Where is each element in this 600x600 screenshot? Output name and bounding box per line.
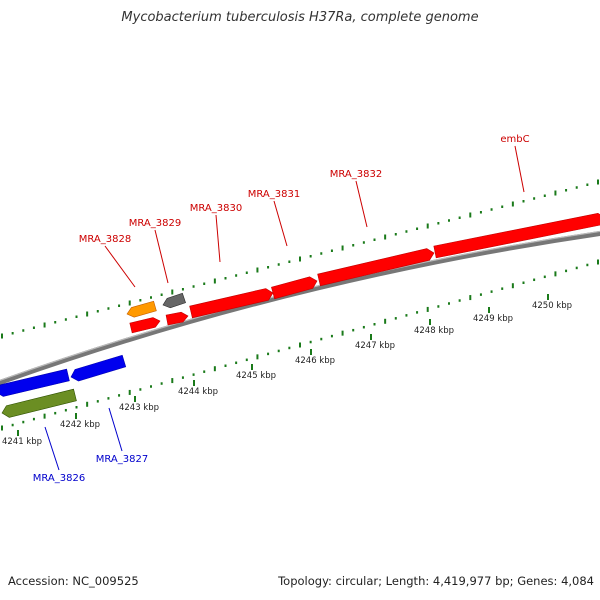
reverse-callout-line	[108, 407, 123, 452]
genome-title: Mycobacterium tuberculosis H37Ra, comple…	[121, 10, 479, 25]
reverse-gene-label: MRA_3827	[96, 454, 148, 465]
reverse-callout-line	[44, 426, 60, 471]
forward-callout-line	[273, 200, 288, 247]
gene-reverse-arrow	[0, 368, 70, 397]
kbp-tick-label: 4246 kbp	[295, 356, 335, 366]
kbp-tick-label: 4249 kbp	[473, 314, 513, 324]
kbp-tick-label: 4247 kbp	[355, 341, 395, 351]
forward-gene-label: MRA_3832	[330, 169, 382, 180]
tick-layer	[1, 179, 599, 436]
genome-summary-text: Topology: circular; Length: 4,419,977 bp…	[278, 574, 594, 588]
label-layer: 4241 kbp 4242 kbp 4243 kbp 4244 kbp 4245 kbp…	[2, 134, 572, 484]
gene-forward-arrow	[129, 317, 161, 334]
kbp-tick-label: 4245 kbp	[236, 371, 276, 381]
forward-callout-line	[154, 229, 169, 284]
gene-reverse-arrow	[70, 354, 127, 382]
gene-forward-arrow	[271, 276, 318, 300]
gene-forward-arrow	[189, 288, 274, 319]
feature-gray	[162, 292, 186, 309]
gene-forward-arrow	[317, 248, 435, 287]
forward-gene-label: MRA_3829	[129, 218, 181, 229]
kbp-tick-label: 4242 kbp	[60, 420, 100, 430]
kbp-tick-label: 4250 kbp	[532, 301, 572, 311]
forward-gene-label: embC	[500, 134, 529, 145]
forward-callout-line	[355, 180, 368, 228]
forward-callout-line	[514, 145, 525, 193]
forward-gene-label: MRA_3831	[248, 189, 300, 200]
feature-orange	[126, 300, 157, 318]
gene-layer	[0, 212, 600, 418]
kbp-tick-label: 4248 kbp	[414, 326, 454, 336]
kbp-tick-label: 4244 kbp	[178, 387, 218, 397]
forward-callout-line	[104, 245, 136, 288]
kbp-tick-label: 4243 kbp	[119, 403, 159, 413]
forward-gene-label: MRA_3830	[190, 203, 242, 214]
forward-callout-line	[215, 214, 221, 263]
reverse-gene-label: MRA_3826	[33, 473, 85, 484]
accession-text: Accession: NC_009525	[8, 574, 139, 588]
kbp-tick-label: 4241 kbp	[2, 437, 42, 447]
feature-olive	[1, 388, 77, 418]
gene-forward-arrow	[165, 311, 189, 326]
gene-forward-arrow	[433, 212, 600, 259]
forward-gene-label: MRA_3828	[79, 234, 131, 245]
